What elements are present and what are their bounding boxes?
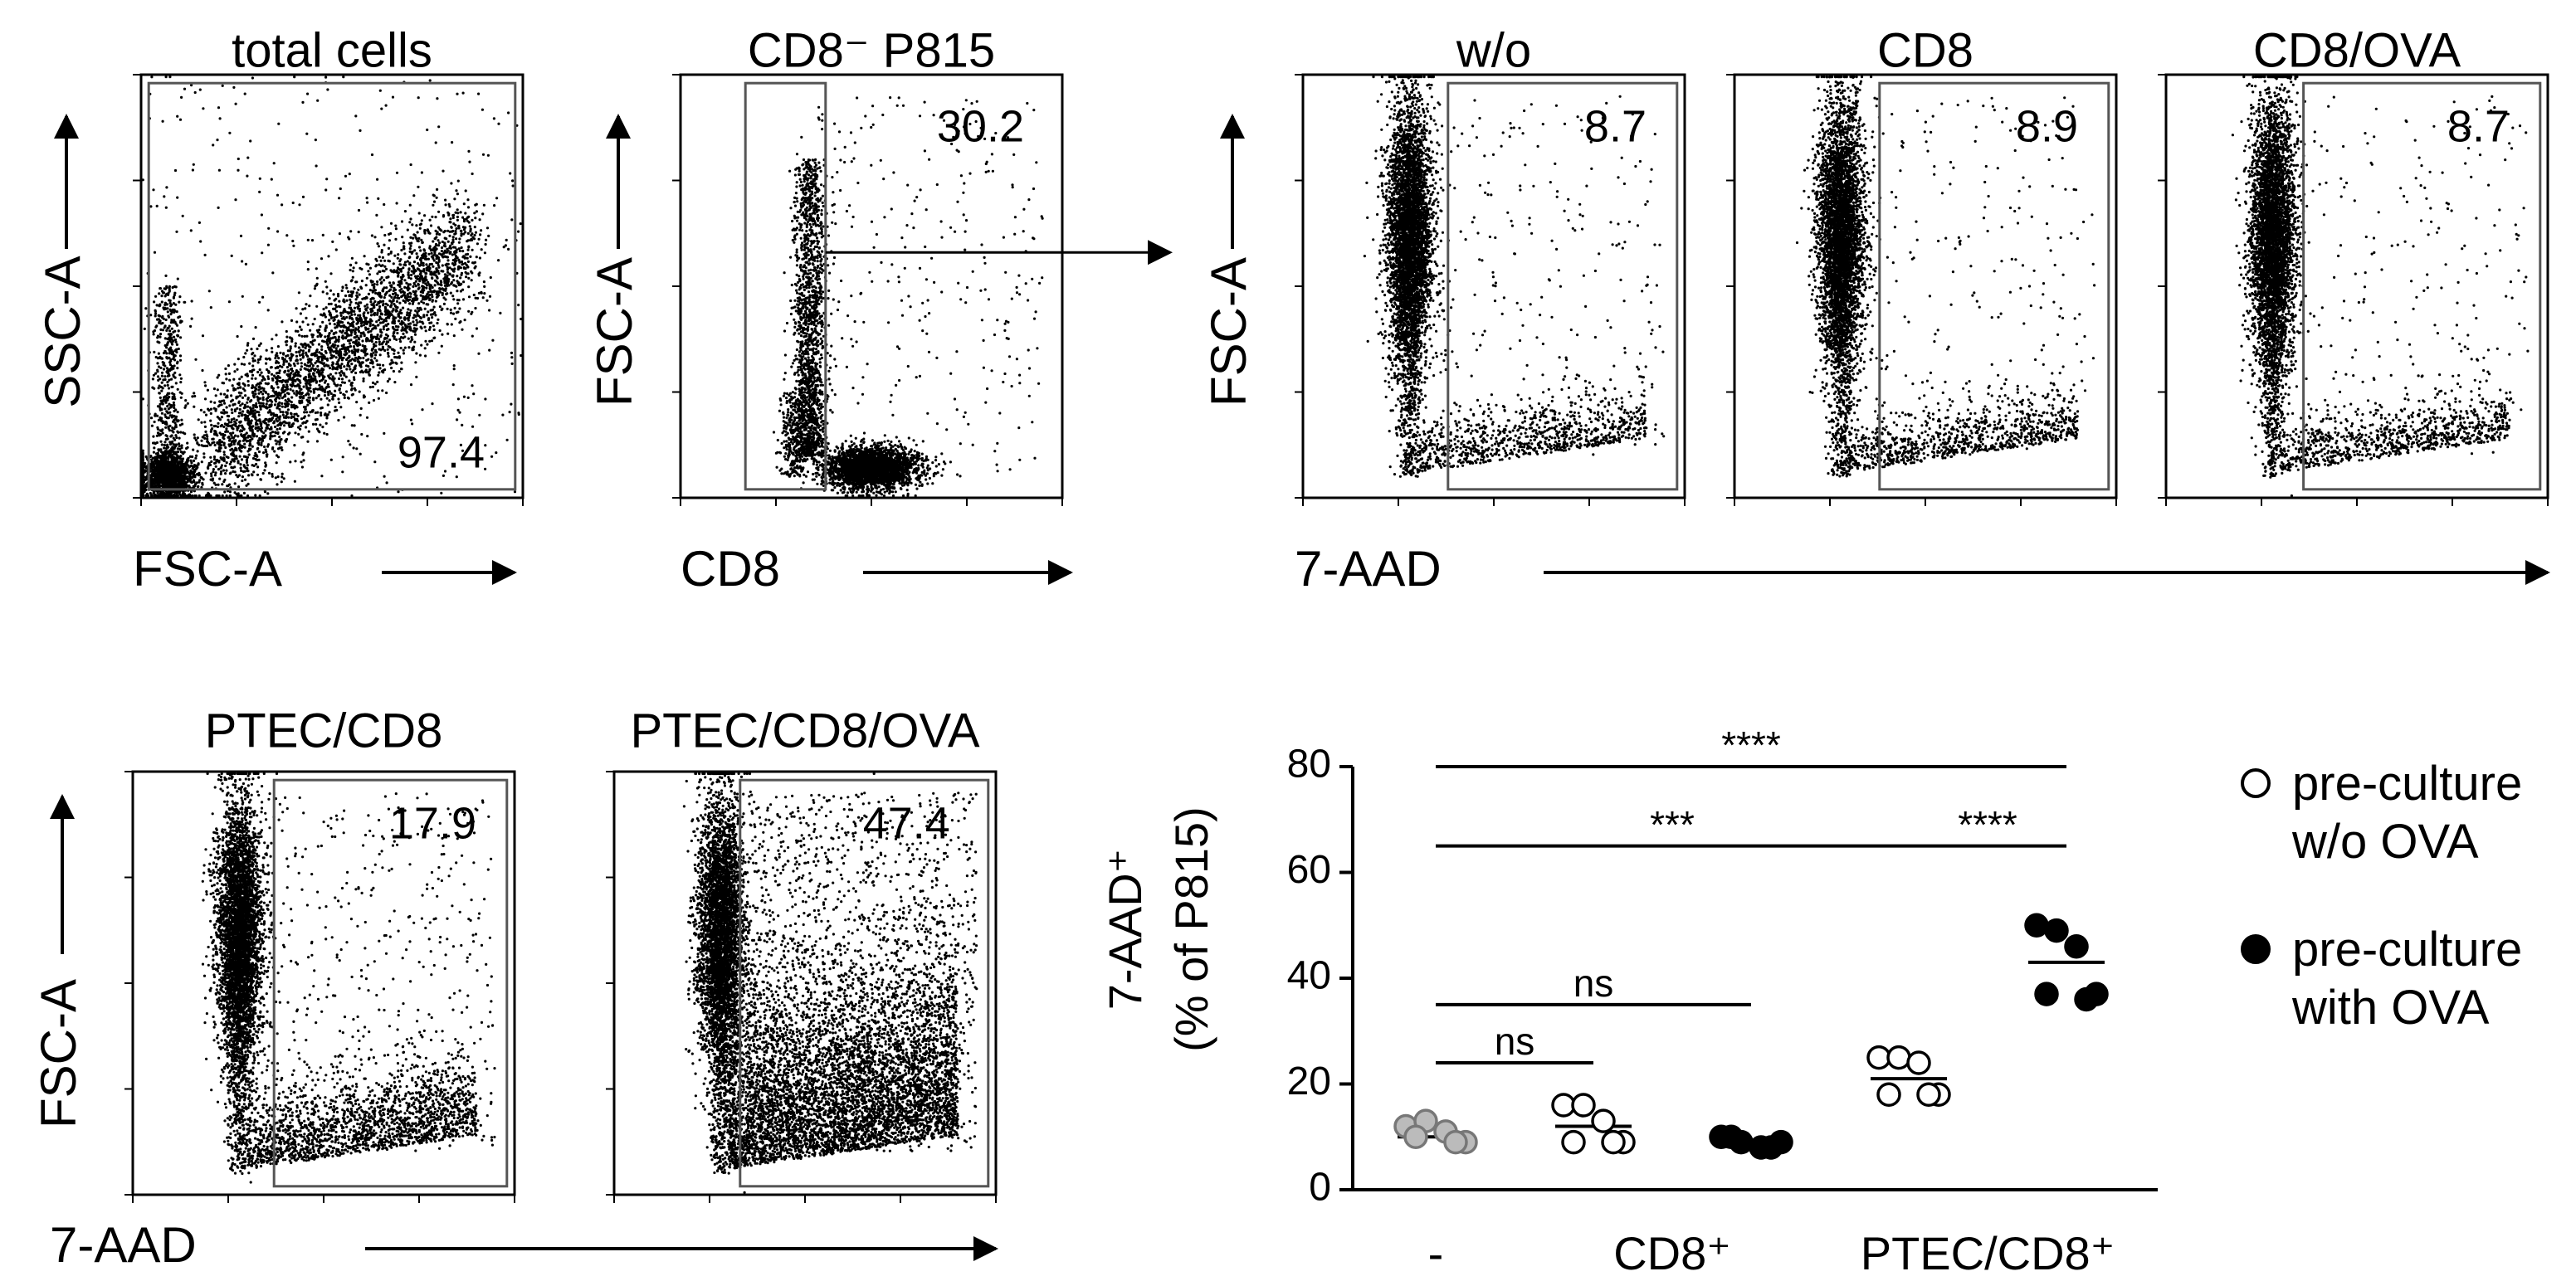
gate: [744, 81, 827, 491]
event-cloud: [141, 76, 523, 498]
x-tick-label: -: [1428, 1227, 1444, 1279]
y-tick-label: 20: [1287, 1059, 1331, 1103]
y-axis-label: (% of P815): [1165, 806, 1217, 1052]
gate: [1447, 81, 1679, 491]
y-tick-label: 0: [1309, 1166, 1331, 1210]
legend-item: pre-culture w/o OVA: [2241, 755, 2576, 871]
legend-marker: [2241, 768, 2271, 798]
legend-marker: [2241, 934, 2271, 964]
event-cloud: [1795, 76, 2096, 478]
data-point: [1551, 1093, 1576, 1118]
event-cloud: [1363, 76, 1666, 478]
event-cloud: [2231, 76, 2530, 498]
significance-label: ns: [1573, 962, 1614, 1005]
data-point: [1866, 1045, 1891, 1070]
y-tick-label: 60: [1287, 848, 1331, 892]
gate-percentage: 97.4: [398, 427, 485, 477]
panel-title: PTEC/CD8: [205, 704, 443, 757]
event-cloud: [201, 772, 496, 1184]
data-point: [1886, 1045, 1911, 1070]
event-cloud: [772, 96, 1044, 498]
data-point: [2024, 913, 2049, 938]
panel-title: CD8⁻ P815: [748, 23, 995, 77]
data-point: [1561, 1129, 1586, 1155]
data-point: [1719, 1124, 1744, 1149]
data-point: [1443, 1129, 1468, 1155]
data-point: [2044, 918, 2069, 943]
data-point: [1571, 1093, 1596, 1118]
x-axis-label: 7-AAD: [50, 1217, 197, 1273]
x-tick-label: PTEC/CD8⁺: [1861, 1227, 2115, 1279]
gate: [272, 778, 509, 1188]
data-point: [1591, 1108, 1616, 1133]
x-axis-label: CD8: [681, 541, 780, 597]
panel-title: total cells: [232, 23, 432, 77]
significance-label: ****: [1721, 723, 1781, 767]
event-cloud: [682, 772, 978, 1194]
y-axis-label: 7-AAD⁺: [1099, 849, 1151, 1011]
significance-label: ****: [1958, 803, 2017, 846]
panel-title: CD8/OVA: [2253, 23, 2461, 77]
data-point: [1876, 1082, 1901, 1107]
panel-title: w/o: [1456, 23, 1531, 77]
data-point: [1906, 1050, 1931, 1075]
gate: [2302, 81, 2542, 491]
x-axis-label: 7-AAD: [1295, 541, 1442, 597]
data-point: [2064, 934, 2089, 959]
data-point: [2034, 982, 2059, 1006]
panel-title: CD8: [1877, 23, 1973, 77]
gate-percentage: 8.7: [2447, 102, 2510, 152]
data-point: [1916, 1082, 1941, 1107]
y-axis-label: SSC-A: [35, 256, 90, 407]
legend-label: pre-culture w/o OVA: [2292, 757, 2523, 869]
significance-label: ns: [1495, 1020, 1535, 1063]
data-point: [1601, 1129, 1626, 1155]
data-point: [2074, 986, 2099, 1012]
gate-percentage: 8.7: [1584, 102, 1647, 152]
y-axis-label: FSC-A: [31, 979, 86, 1128]
y-axis-label: FSC-A: [1201, 257, 1256, 407]
legend-label: pre-culture with OVA: [2292, 923, 2523, 1035]
x-axis-label: FSC-A: [133, 541, 282, 597]
gate: [1878, 81, 2110, 491]
panel-title: PTEC/CD8/OVA: [630, 704, 979, 757]
x-tick-label: CD8⁺: [1613, 1227, 1731, 1279]
gate: [739, 778, 990, 1188]
data-point: [1403, 1124, 1428, 1149]
y-tick-label: 80: [1287, 743, 1331, 787]
legend-item: pre-culture with OVA: [2241, 921, 2576, 1037]
gate-percentage: 17.9: [389, 799, 476, 849]
gate-percentage: 47.4: [863, 799, 950, 849]
data-point: [1759, 1135, 1783, 1160]
gate: [147, 81, 517, 491]
y-tick-label: 40: [1287, 954, 1331, 998]
gate-percentage: 30.2: [937, 102, 1024, 152]
significance-label: ***: [1650, 803, 1695, 846]
y-axis-label: FSC-A: [587, 257, 642, 407]
gate-percentage: 8.9: [2016, 102, 2078, 152]
